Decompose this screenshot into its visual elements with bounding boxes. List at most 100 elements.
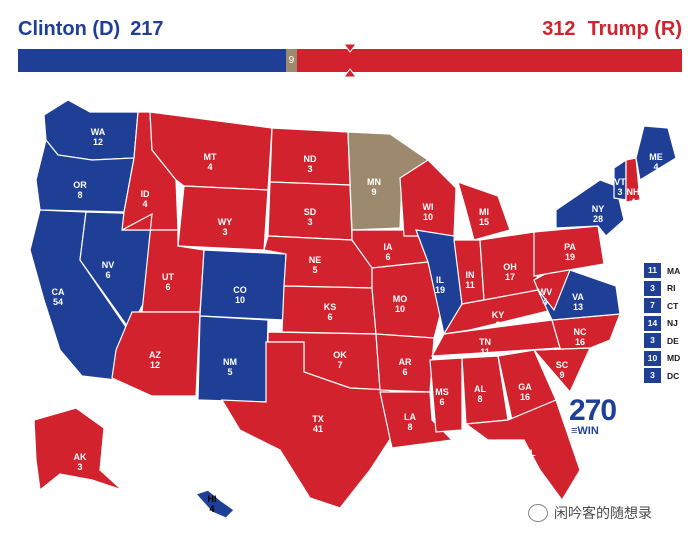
state-ev: 4 (653, 162, 658, 172)
270towin-logo: 270 ≡WIN (569, 394, 617, 437)
state-abbr: LA (404, 412, 416, 422)
state-abbr: AL (474, 384, 486, 394)
state-ev: 54 (53, 297, 63, 307)
state-ev: 9 (371, 187, 376, 197)
state-abbr: HI (208, 494, 217, 504)
legend-abbr: DC (667, 370, 680, 381)
state-abbr: KY (492, 310, 505, 320)
legend-item-ri: 3 RI (644, 280, 680, 298)
state-abbr: NE (309, 255, 322, 265)
state-ev: 4 (630, 197, 635, 207)
tally-segment-other: 9 (285, 49, 297, 72)
state-nm: NM5 (197, 315, 269, 403)
legend-abbr: MA (667, 265, 681, 276)
state-ev: 8 (407, 422, 412, 432)
state-shape-ak (33, 407, 123, 492)
legend-ev: 3 (644, 368, 661, 384)
state-abbr: NY (592, 204, 605, 214)
state-shape-nh (625, 157, 641, 203)
state-ev: 19 (565, 252, 575, 262)
state-ev: 8 (495, 320, 500, 330)
state-abbr: WA (91, 127, 106, 137)
state-abbr: IL (436, 275, 445, 285)
state-shape-pa (533, 225, 605, 277)
legend-ev: 11 (644, 263, 661, 279)
tally-segment-rep (296, 49, 683, 72)
state-ev: 10 (395, 304, 405, 314)
state-ks: KS6 (281, 285, 377, 335)
state-abbr: OK (333, 350, 347, 360)
state-abbr: UT (162, 272, 174, 282)
state-ev: 3 (307, 164, 312, 174)
legend-item-dc: 3 DC (644, 367, 680, 385)
state-ev: 8 (77, 190, 82, 200)
state-ev: 11 (465, 280, 475, 290)
legend-item-de: 3 DE (644, 332, 680, 350)
clinton-name: Clinton (D) (18, 18, 121, 40)
state-abbr: WV (538, 287, 553, 297)
state-abbr: CA (52, 287, 65, 297)
state-abbr: OR (73, 180, 87, 190)
state-abbr: FL (525, 448, 536, 458)
legend-item-md: 10 MD (644, 350, 680, 368)
watermark: 闲吟客的随想录 (528, 503, 652, 523)
state-abbr: NH (627, 187, 640, 197)
state-ev: 4 (209, 504, 214, 514)
state-vt: VT3 (613, 158, 627, 201)
state-abbr: MO (393, 294, 408, 304)
state-abbr: IA (384, 242, 394, 252)
trump-name: Trump (R) (587, 18, 682, 40)
state-ev: 8 (477, 394, 482, 404)
state-ev: 3 (307, 217, 312, 227)
state-abbr: VA (572, 292, 584, 302)
legend-item-ct: 7 CT (644, 297, 680, 315)
state-abbr: MS (435, 387, 449, 397)
state-ev: 6 (327, 312, 332, 322)
state-ev: 5 (312, 265, 317, 275)
state-shape-tx (220, 341, 397, 509)
logo-number: 270 (569, 394, 617, 427)
state-abbr: AR (399, 357, 412, 367)
state-ev: 31 (525, 458, 535, 468)
state-abbr: NM (223, 357, 237, 367)
state-abbr: AZ (149, 350, 161, 360)
state-abbr: WY (218, 217, 233, 227)
clinton-votes: 217 (130, 18, 164, 40)
electoral-tally-bar: 9 (18, 49, 683, 72)
legend-ev: 7 (644, 298, 661, 314)
state-abbr: GA (518, 382, 532, 392)
state-abbr: MN (367, 177, 381, 187)
trump-votes: 312 (542, 18, 576, 40)
state-ms: MS6 (429, 357, 463, 433)
state-ev: 41 (313, 424, 323, 434)
state-abbr: CO (233, 285, 247, 295)
state-abbr: NV (102, 260, 115, 270)
state-abbr: MT (204, 152, 217, 162)
state-ev: 6 (402, 367, 407, 377)
state-ev: 16 (575, 337, 585, 347)
state-abbr: WI (423, 202, 434, 212)
wechat-icon (528, 504, 548, 522)
state-ev: 7 (337, 360, 342, 370)
state-ev: 12 (93, 137, 103, 147)
state-ev: 3 (222, 227, 227, 237)
tally-segment-dem (18, 49, 286, 72)
state-nh: NH4 (625, 157, 641, 207)
legend-abbr: MD (667, 353, 681, 364)
state-shape-mi (457, 181, 511, 241)
legend-ev: 3 (644, 280, 661, 296)
state-sd: SD3 (267, 181, 353, 241)
trump-header: 312 Trump (R) (542, 18, 682, 41)
state-ev: 16 (520, 392, 530, 402)
state-ev: 12 (150, 360, 160, 370)
clinton-header: Clinton (D) 217 (18, 18, 164, 41)
state-abbr: SD (304, 207, 317, 217)
logo-sub: ≡WIN (571, 425, 599, 437)
state-ev: 6 (105, 270, 110, 280)
legend-abbr: CT (667, 300, 679, 311)
legend-ev: 14 (644, 315, 661, 331)
